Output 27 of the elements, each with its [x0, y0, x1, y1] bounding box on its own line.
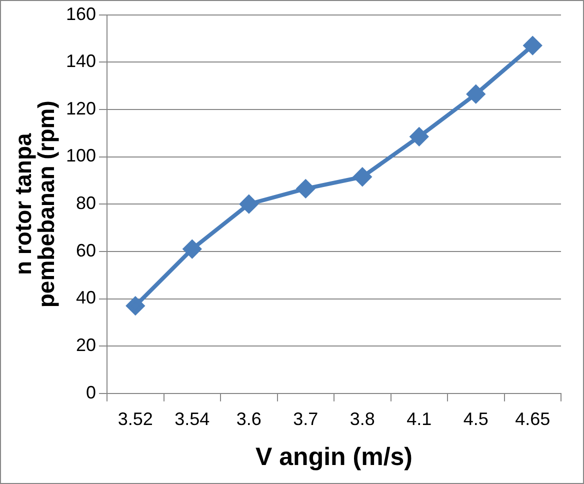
x-tick-label: 4.1 — [406, 409, 432, 430]
y-tick-label: 0 — [86, 382, 96, 402]
point — [126, 296, 144, 315]
y-tick-label: 80 — [76, 193, 96, 214]
point — [410, 128, 428, 146]
x-tick-label: 3.6 — [236, 409, 262, 430]
y-tick-label: 100 — [66, 146, 96, 166]
y-axis-title: n rotor tanpa pembebanan (rpm) — [10, 100, 59, 308]
y-tick-label: 40 — [76, 288, 96, 308]
point — [524, 36, 542, 55]
x-tick-label: 3.54 — [174, 409, 210, 430]
x-tick-label: 4.5 — [463, 409, 488, 430]
x-tick-label: 3.7 — [293, 409, 318, 430]
point — [296, 180, 315, 198]
x-axis-title: V angin (m/s) — [256, 442, 412, 471]
y-tick-label: 140 — [66, 51, 96, 72]
x-tick-label: 4.65 — [515, 409, 550, 430]
y-tick-label: 120 — [66, 98, 96, 118]
y-tick-label: 160 — [66, 4, 96, 24]
x-tick-label: 3.8 — [350, 409, 375, 430]
y-tick-label: 60 — [76, 240, 96, 260]
point — [466, 85, 485, 104]
point — [183, 240, 202, 258]
x-tick-label: 3.52 — [118, 409, 153, 430]
y-tick-label: 20 — [76, 335, 96, 356]
point — [240, 195, 258, 214]
point — [353, 168, 372, 186]
